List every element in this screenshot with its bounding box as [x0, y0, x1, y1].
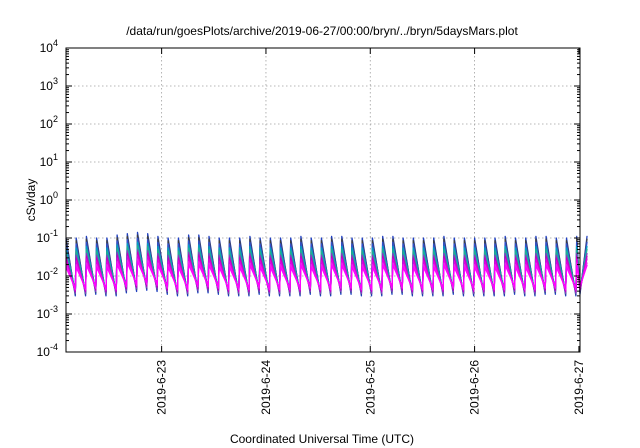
y-tick-label: 10-4: [37, 342, 58, 359]
x-tick-label: 2019-6-23: [155, 360, 169, 415]
y-tick-label: 103: [40, 76, 58, 93]
x-tick-label: 2019-6-26: [468, 360, 482, 415]
y-tick-label: 10-1: [37, 228, 58, 245]
x-tick-label: 2019-6-25: [363, 360, 377, 415]
axis-ticks: [66, 47, 580, 353]
y-tick-label: 104: [40, 38, 58, 55]
y-tick-label: 101: [40, 152, 58, 169]
y-tick-labels: 10-4 10-3 10-2 10-1 100 101 102 103 104: [37, 38, 58, 359]
x-tick-label: 2019-6-27: [572, 360, 586, 415]
chart-title: /data/run/goesPlots/archive/2019-06-27/0…: [126, 24, 518, 38]
y-tick-label: 10-2: [37, 266, 58, 283]
series-line: [65, 260, 588, 289]
x-tick-label: 2019-6-24: [259, 360, 273, 415]
y-tick-label: 100: [40, 190, 58, 207]
x-axis-label: Coordinated Universal Time (UTC): [230, 432, 414, 446]
series-group: [65, 231, 588, 297]
x-tick-labels: 2019-6-23 2019-6-24 2019-6-25 2019-6-26 2019…: [155, 360, 586, 415]
y-axis-label: cSv/day: [24, 179, 38, 222]
y-tick-label: 10-3: [37, 304, 58, 321]
y-tick-label: 102: [40, 114, 58, 131]
